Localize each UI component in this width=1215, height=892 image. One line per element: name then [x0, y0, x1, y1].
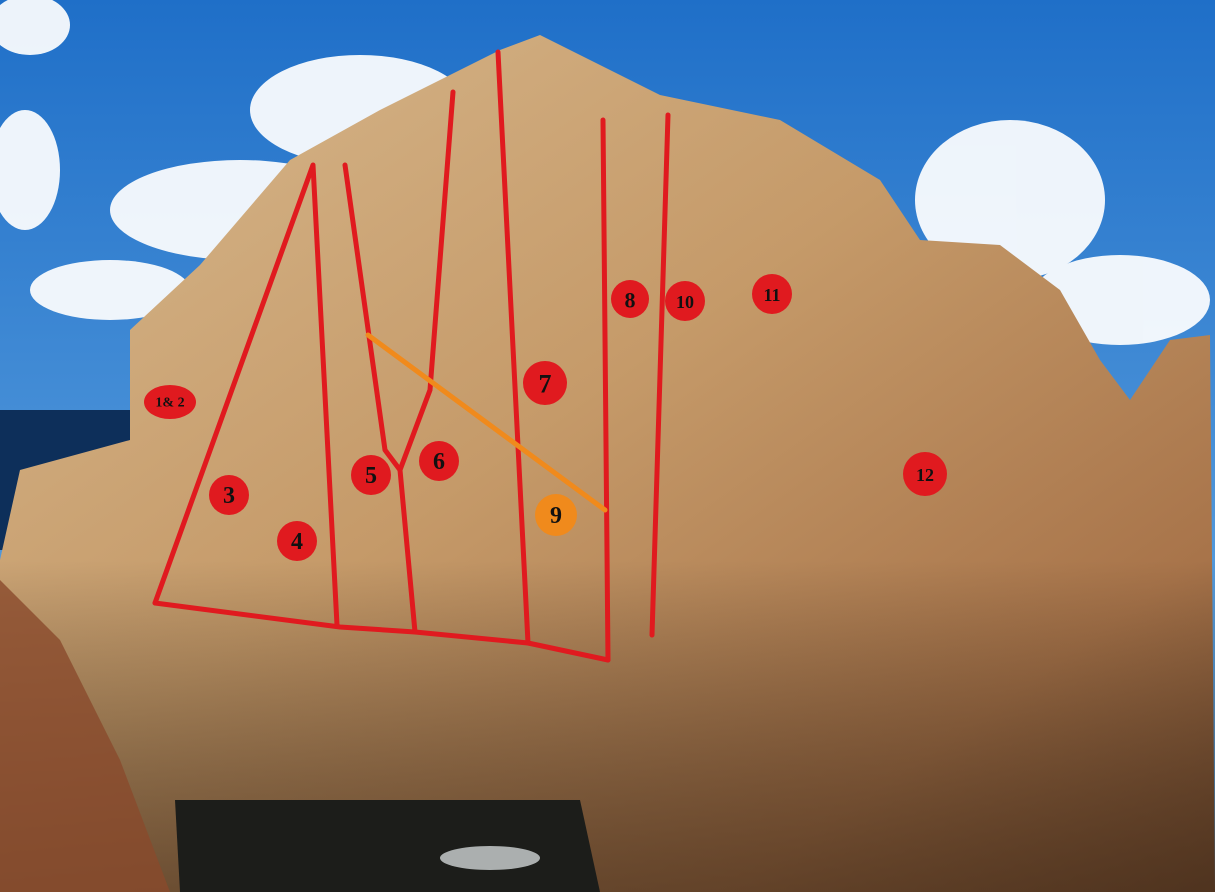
route-number: 11 [763, 285, 780, 305]
route-number: 10 [676, 292, 694, 312]
water [175, 800, 600, 892]
surf [440, 846, 540, 870]
route-number: 1& 2 [155, 396, 184, 411]
route-number: 4 [291, 529, 303, 555]
route-number: 9 [550, 503, 562, 529]
route-number: 5 [365, 463, 377, 489]
route-number: 7 [539, 370, 552, 399]
route-number: 6 [433, 449, 445, 475]
route-number: 8 [625, 288, 636, 313]
route-number: 12 [916, 465, 934, 485]
route-number: 3 [223, 483, 235, 509]
climbing-topo: 1& 2 3 4 5 6 7 8 9 10 11 12 [0, 0, 1215, 892]
page: {"route_labels": ["1& 2", "3", "4", "5",… [0, 0, 1215, 892]
